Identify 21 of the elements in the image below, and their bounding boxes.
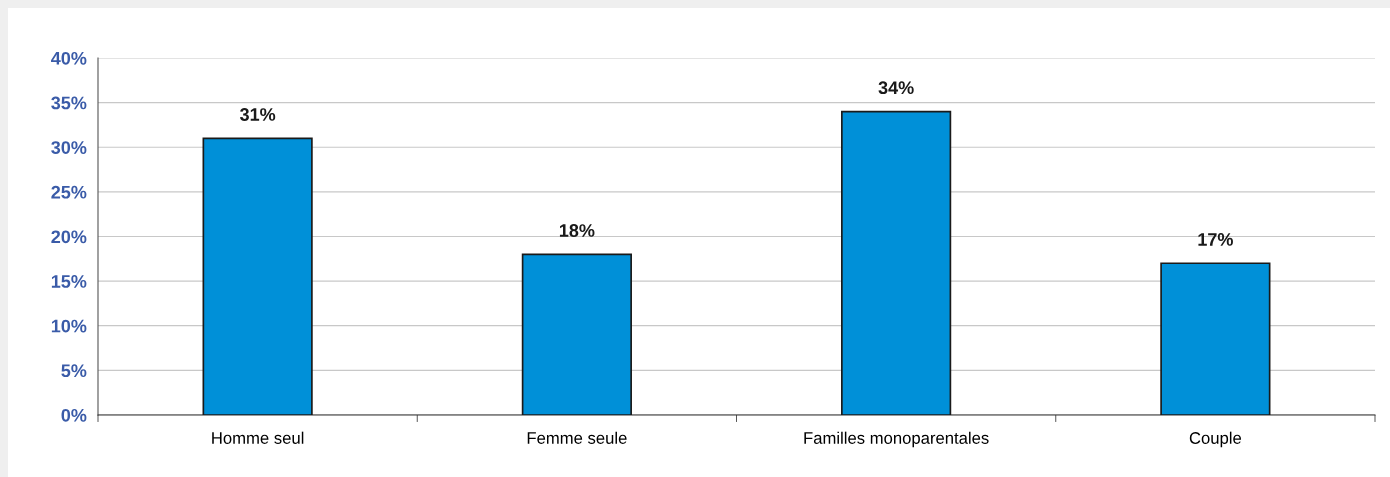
bar [521, 253, 632, 415]
y-tick-label: 10% [51, 319, 87, 333]
y-tick-label: 35% [51, 96, 87, 110]
y-tick-label: 25% [51, 185, 87, 199]
y-tick-label: 20% [51, 230, 87, 244]
y-tick-label: 0% [61, 408, 87, 422]
data-label: 18% [559, 224, 595, 237]
y-tick-label: 5% [61, 364, 87, 378]
x-tick-label: Familles monoparentales [804, 431, 989, 448]
data-label: 34% [878, 81, 914, 95]
data-label: 17% [1198, 233, 1233, 246]
bar [841, 110, 952, 415]
x-tick-label: Couple [1189, 431, 1242, 448]
y-tick-label: 40% [51, 51, 87, 65]
bar [1160, 262, 1271, 415]
bar [202, 137, 313, 415]
data-label: 31% [239, 108, 276, 121]
x-tick-label: Femme seule [527, 431, 627, 444]
x-tick-label: Homme seul [212, 431, 304, 444]
y-tick-label: 30% [51, 141, 87, 154]
y-tick-label: 15% [51, 275, 87, 288]
